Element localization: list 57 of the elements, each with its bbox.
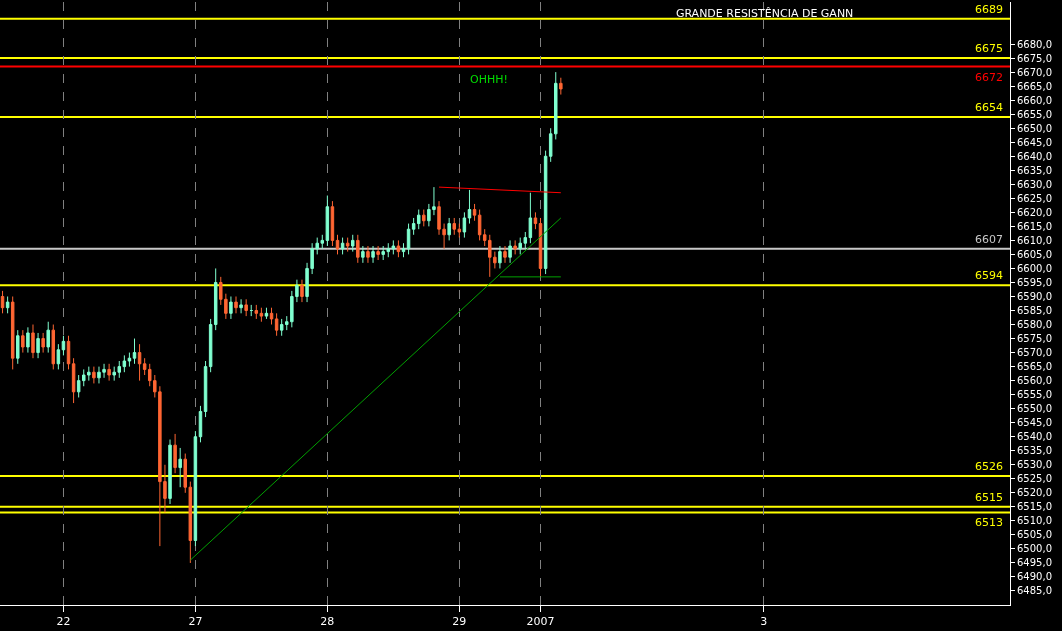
y-tick-label: 6625,0	[1017, 192, 1052, 204]
y-tick-label: 6555,0	[1017, 389, 1052, 401]
y-tick-label: 6500,0	[1017, 543, 1052, 555]
ref-line-label: 6675	[975, 42, 1003, 55]
y-tick-label: 6610,0	[1017, 234, 1052, 246]
y-tick-label: 6495,0	[1017, 557, 1052, 569]
x-tick-label: 22	[56, 615, 71, 629]
y-tick-label: 6615,0	[1017, 220, 1052, 232]
x-tick-label: 29	[452, 615, 467, 629]
ref-line-label: 6594	[975, 269, 1003, 282]
ref-line-label: 6654	[975, 101, 1003, 114]
y-tick-label: 6585,0	[1017, 305, 1052, 317]
x-tick-label: 3	[760, 615, 768, 629]
y-tick-label: 6650,0	[1017, 122, 1052, 134]
y-tick-label: 6675,0	[1017, 52, 1052, 64]
y-tick-label: 6620,0	[1017, 206, 1052, 218]
y-tick-label: 6645,0	[1017, 136, 1052, 148]
y-tick-label: 6545,0	[1017, 417, 1052, 429]
y-tick-label: 6590,0	[1017, 290, 1052, 302]
y-tick-label: 6595,0	[1017, 276, 1052, 288]
x-tick-label: 28	[320, 615, 335, 629]
y-tick-label: 6680,0	[1017, 38, 1052, 50]
y-tick-label: 6535,0	[1017, 445, 1052, 457]
y-tick-label: 6490,0	[1017, 571, 1052, 583]
ref-line-label: 6607	[975, 233, 1003, 246]
ref-line-label: 6526	[975, 460, 1003, 473]
y-tick-label: 6655,0	[1017, 108, 1052, 120]
y-tick-label: 6550,0	[1017, 403, 1052, 415]
y-tick-label: 6635,0	[1017, 164, 1052, 176]
y-tick-label: 6540,0	[1017, 431, 1052, 443]
y-tick-label: 6515,0	[1017, 501, 1052, 513]
y-tick-label: 6660,0	[1017, 94, 1052, 106]
y-tick-label: 6565,0	[1017, 361, 1052, 373]
y-tick-label: 6560,0	[1017, 375, 1052, 387]
y-tick-label: 6525,0	[1017, 473, 1052, 485]
y-tick-label: 6575,0	[1017, 333, 1052, 345]
ref-line-label: 6515	[975, 491, 1003, 504]
y-tick-label: 6505,0	[1017, 529, 1052, 541]
y-tick-label: 6670,0	[1017, 66, 1052, 78]
annotation: OHHH!	[470, 73, 508, 86]
x-tick-label: 27	[188, 615, 203, 629]
y-tick-label: 6520,0	[1017, 487, 1052, 499]
y-tick-label: 6485,0	[1017, 585, 1052, 597]
ref-line-label: 6672	[975, 71, 1003, 84]
y-tick-label: 6605,0	[1017, 248, 1052, 260]
y-tick-label: 6665,0	[1017, 80, 1052, 92]
y-tick-label: 6570,0	[1017, 347, 1052, 359]
y-tick-label: 6640,0	[1017, 150, 1052, 162]
y-tick-label: 6530,0	[1017, 459, 1052, 471]
y-tick-label: 6580,0	[1017, 319, 1052, 331]
y-tick-label: 6630,0	[1017, 178, 1052, 190]
y-tick-label: 6510,0	[1017, 515, 1052, 527]
y-tick-label: 6600,0	[1017, 262, 1052, 274]
text: GRANDE RESISTÊNCIA DE GANN	[675, 7, 854, 21]
x-tick-label: 2007	[526, 615, 555, 629]
ref-line-label: 6689	[975, 3, 1003, 16]
ref-line-label: 6513	[975, 516, 1003, 529]
